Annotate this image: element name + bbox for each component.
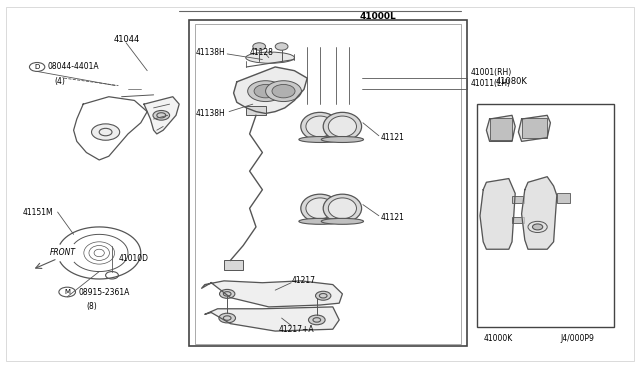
Circle shape (92, 124, 120, 140)
Text: 41000L: 41000L (359, 12, 396, 21)
Polygon shape (144, 97, 179, 134)
Circle shape (220, 289, 235, 298)
Bar (557, 193, 570, 203)
Circle shape (266, 81, 301, 102)
Circle shape (219, 313, 236, 323)
Ellipse shape (323, 112, 362, 141)
Bar (195, 24, 461, 344)
Polygon shape (234, 67, 307, 113)
Circle shape (248, 81, 284, 102)
Ellipse shape (246, 52, 294, 63)
Text: 08915-2361A: 08915-2361A (78, 288, 129, 296)
Polygon shape (486, 115, 515, 141)
Text: (8): (8) (86, 302, 97, 311)
Text: 41001(RH): 41001(RH) (470, 68, 511, 77)
Text: 41217: 41217 (291, 276, 315, 285)
Text: 41011(LH): 41011(LH) (470, 79, 511, 88)
Text: M: M (64, 289, 70, 295)
Ellipse shape (321, 218, 364, 224)
Polygon shape (518, 115, 550, 141)
Text: 41080K: 41080K (496, 77, 528, 86)
Circle shape (308, 315, 325, 325)
Ellipse shape (299, 218, 341, 224)
Text: J4/000P9: J4/000P9 (560, 334, 594, 343)
Text: 41128: 41128 (250, 48, 273, 57)
Text: FRONT: FRONT (50, 248, 76, 257)
Circle shape (29, 62, 45, 71)
Polygon shape (480, 179, 515, 249)
Circle shape (254, 84, 277, 98)
Ellipse shape (306, 198, 334, 219)
Polygon shape (205, 307, 339, 331)
Text: 41151M: 41151M (22, 208, 53, 217)
Polygon shape (202, 281, 342, 307)
Polygon shape (522, 177, 557, 249)
Text: 41138H: 41138H (195, 48, 225, 57)
Bar (512, 217, 524, 223)
Ellipse shape (301, 194, 339, 222)
Text: 41121: 41121 (381, 133, 404, 142)
Bar (512, 196, 524, 203)
Text: 41044: 41044 (114, 35, 140, 44)
Text: 41000K: 41000K (483, 334, 513, 343)
Ellipse shape (301, 112, 339, 141)
Ellipse shape (323, 194, 362, 222)
Circle shape (532, 224, 543, 230)
Ellipse shape (299, 137, 341, 142)
Ellipse shape (275, 43, 288, 50)
Text: 41010D: 41010D (118, 254, 148, 263)
Ellipse shape (306, 116, 334, 137)
Text: (4): (4) (54, 77, 65, 86)
Bar (490, 118, 512, 140)
Bar (477, 104, 614, 327)
Text: 08044-4401A: 08044-4401A (48, 62, 100, 71)
Bar (189, 20, 467, 346)
Ellipse shape (253, 43, 266, 50)
Ellipse shape (328, 116, 356, 137)
Bar (522, 118, 547, 138)
Bar (224, 260, 243, 270)
Circle shape (272, 84, 295, 98)
Ellipse shape (321, 137, 364, 142)
Text: D: D (35, 64, 40, 70)
Circle shape (153, 110, 170, 120)
Circle shape (316, 291, 331, 300)
Circle shape (59, 287, 76, 297)
Text: 41217+A: 41217+A (278, 325, 314, 334)
Ellipse shape (328, 198, 356, 219)
Text: 41138H: 41138H (195, 109, 225, 118)
Bar (246, 106, 266, 115)
Circle shape (106, 272, 118, 279)
Text: 41121: 41121 (381, 213, 404, 222)
